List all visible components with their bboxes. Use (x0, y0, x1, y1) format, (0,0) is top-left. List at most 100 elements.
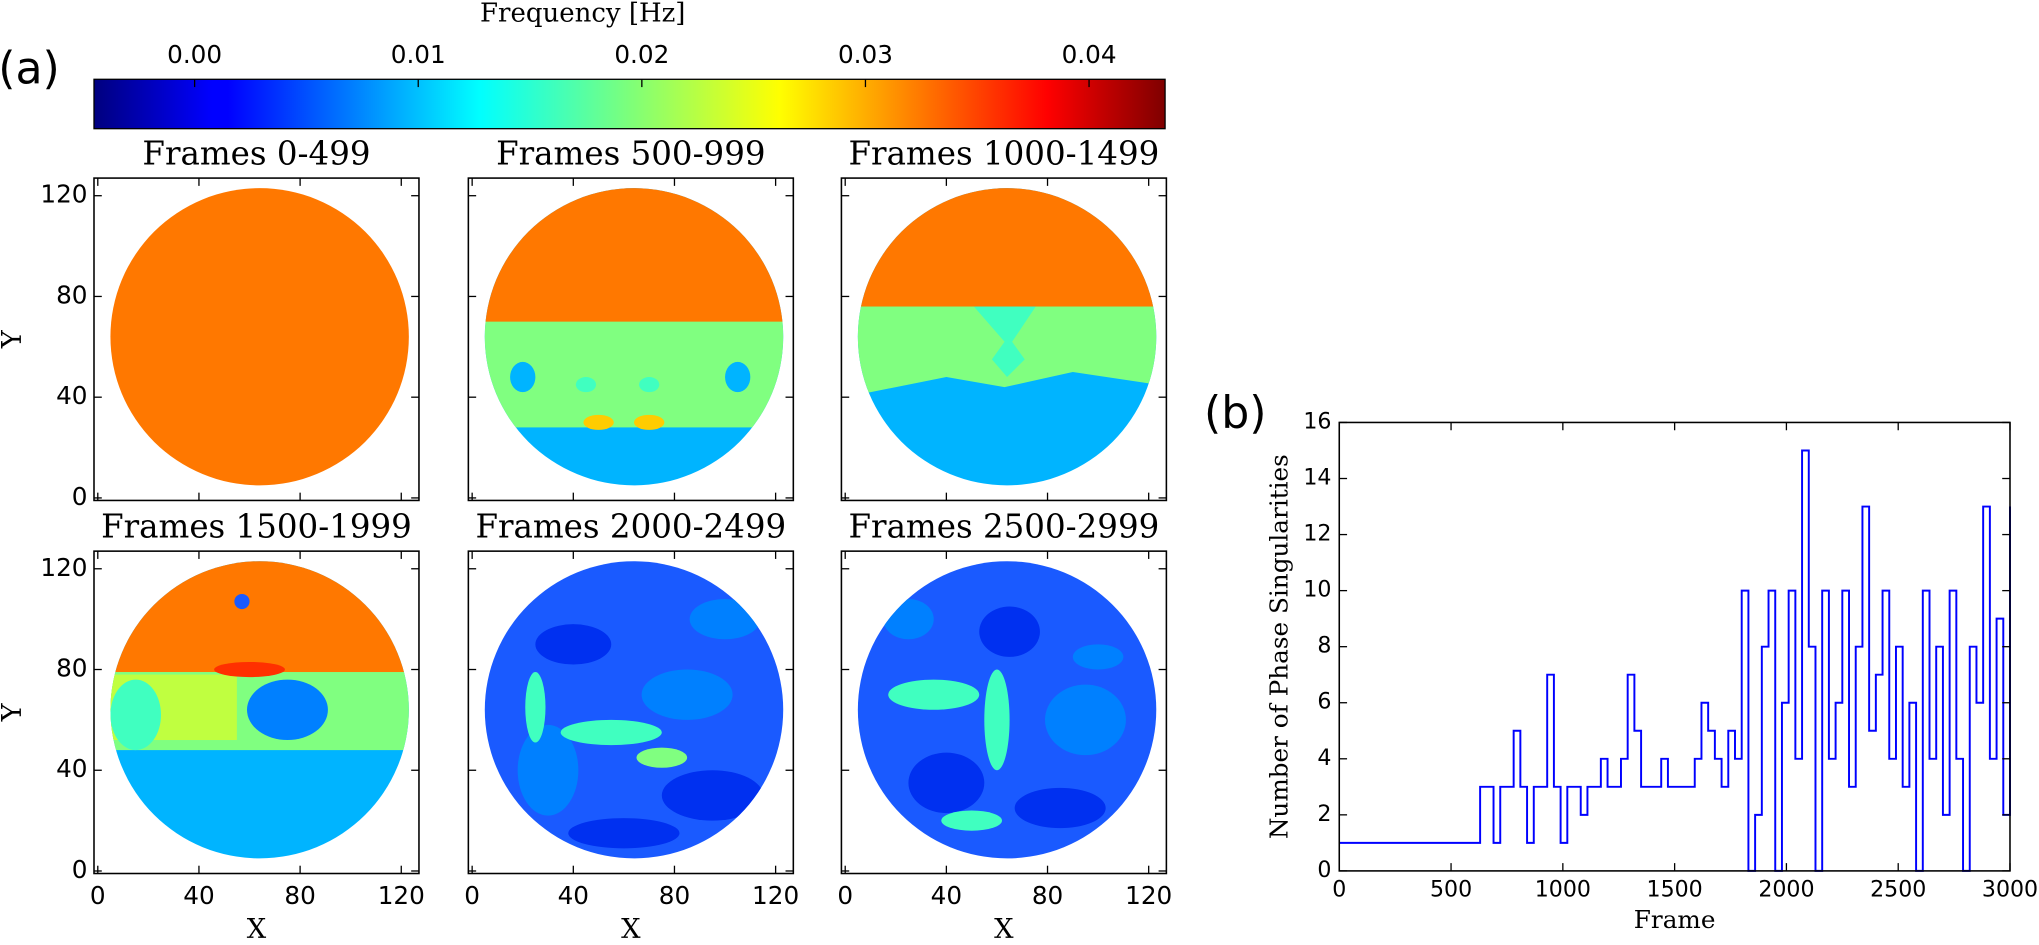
frequency-map (484, 561, 784, 859)
region (575, 377, 597, 393)
frequency-map (484, 188, 784, 486)
x-tick-label: 120 (378, 881, 425, 910)
colorbar-label: Frequency [Hz] (480, 0, 685, 28)
frame (93, 177, 420, 502)
x-axis-label: Frame (1634, 905, 1716, 934)
x-axis-label: X (247, 914, 267, 945)
y-axis-label: Y (0, 702, 28, 722)
colorbar (93, 78, 1166, 130)
region (517, 724, 579, 816)
y-tick-label: 80 (56, 654, 87, 683)
region (636, 747, 688, 768)
x-tick-label: 120 (752, 881, 799, 910)
frequency-map (857, 188, 1157, 486)
colorbar-tick-label: 0.00 (167, 40, 222, 69)
y-tick-label: 0 (1317, 857, 1331, 883)
y-tick-label: 120 (40, 180, 87, 209)
x-axis-label: X (621, 914, 641, 945)
y-tick-label: 80 (56, 280, 87, 309)
x-tick-label: 500 (1430, 876, 1472, 902)
colorbar-tick-label: 0.02 (614, 40, 669, 69)
x-tick-label: 1500 (1647, 876, 1703, 902)
region (234, 593, 250, 610)
y-tick-label: 6 (1317, 689, 1331, 715)
colorbar-tick-label: 0.01 (391, 40, 446, 69)
region (888, 679, 980, 710)
region (641, 669, 733, 720)
y-tick-label: 16 (1303, 408, 1331, 434)
y-tick-label: 10 (1303, 577, 1331, 603)
x-axis-label: X (994, 914, 1014, 945)
x-tick-label: 3000 (1982, 876, 2038, 902)
panel-title: Frames 2000-2499 (475, 508, 786, 546)
region (979, 606, 1040, 657)
y-tick-label: 8 (1317, 633, 1331, 659)
region (214, 661, 285, 678)
region (246, 679, 328, 741)
y-tick-label: 4 (1317, 745, 1331, 771)
region (583, 414, 614, 430)
region (510, 361, 536, 393)
y-tick-label: 2 (1317, 801, 1331, 827)
frame (93, 550, 420, 875)
region (857, 561, 1157, 859)
y-tick-label: 12 (1303, 521, 1331, 547)
x-tick-label: 0 (90, 881, 106, 910)
y-axis-label: Number of Phase Singularities (1264, 454, 1293, 839)
region (971, 304, 1038, 378)
frame (467, 550, 795, 875)
frequency-map (110, 561, 409, 859)
region (560, 719, 662, 746)
region (941, 810, 1003, 831)
x-tick-label: 40 (558, 881, 589, 910)
y-axis-label: Y (0, 329, 28, 349)
frequency-map (110, 188, 409, 486)
colorbar-tick-label: 0.03 (838, 40, 893, 69)
x-tick-label: 0 (464, 881, 480, 910)
frame (467, 177, 795, 502)
region (908, 752, 985, 814)
panel-label: (a) (0, 43, 60, 94)
x-tick-label: 80 (284, 881, 315, 910)
y-tick-label: 0 (72, 855, 88, 884)
frame (840, 550, 1168, 875)
data-line (1339, 449, 2011, 872)
panel-title: Frames 2500-2999 (849, 508, 1160, 546)
x-tick-label: 2000 (1758, 876, 1814, 902)
panel-title: Frames 0-499 (142, 134, 370, 172)
y-tick-label: 14 (1303, 465, 1331, 491)
region (725, 361, 751, 393)
region (525, 672, 546, 743)
y-tick-label: 40 (56, 381, 87, 410)
x-tick-label: 40 (931, 881, 962, 910)
y-tick-label: 40 (56, 754, 87, 783)
y-tick-label: 0 (72, 482, 88, 511)
region (634, 414, 665, 430)
region (689, 598, 761, 640)
frame (1338, 421, 2011, 872)
x-tick-label: 2500 (1870, 876, 1926, 902)
panel-title: Frames 1000-1499 (849, 134, 1160, 172)
x-tick-label: 1000 (1535, 876, 1591, 902)
x-tick-label: 0 (837, 881, 853, 910)
region (1044, 684, 1126, 756)
x-tick-label: 120 (1125, 881, 1172, 910)
region (110, 188, 409, 486)
panel-title: Frames 1500-1999 (101, 508, 412, 546)
frame (840, 177, 1168, 502)
colorbar-tick-label: 0.04 (1062, 40, 1117, 69)
region (639, 377, 660, 393)
region (1014, 787, 1106, 829)
panel-label: (b) (1204, 388, 1267, 439)
region (1072, 644, 1124, 670)
frequency-map (857, 561, 1157, 859)
region (984, 669, 1010, 771)
x-tick-label: 80 (659, 881, 690, 910)
x-tick-label: 80 (1032, 881, 1063, 910)
region (568, 818, 680, 849)
panel-title: Frames 500-999 (496, 134, 765, 172)
region (883, 598, 934, 640)
region (535, 624, 612, 665)
x-tick-label: 40 (183, 881, 214, 910)
